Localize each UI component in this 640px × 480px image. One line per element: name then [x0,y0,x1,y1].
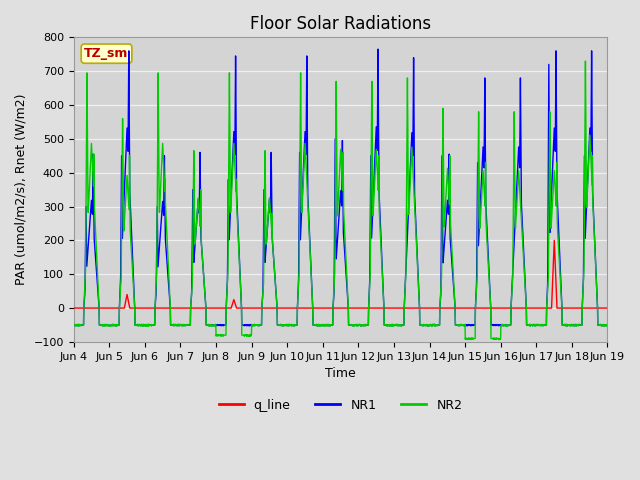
Legend: q_line, NR1, NR2: q_line, NR1, NR2 [214,394,467,417]
Text: TZ_sm: TZ_sm [84,47,129,60]
Title: Floor Solar Radiations: Floor Solar Radiations [250,15,431,33]
Y-axis label: PAR (umol/m2/s), Rnet (W/m2): PAR (umol/m2/s), Rnet (W/m2) [15,94,28,286]
X-axis label: Time: Time [325,367,356,380]
